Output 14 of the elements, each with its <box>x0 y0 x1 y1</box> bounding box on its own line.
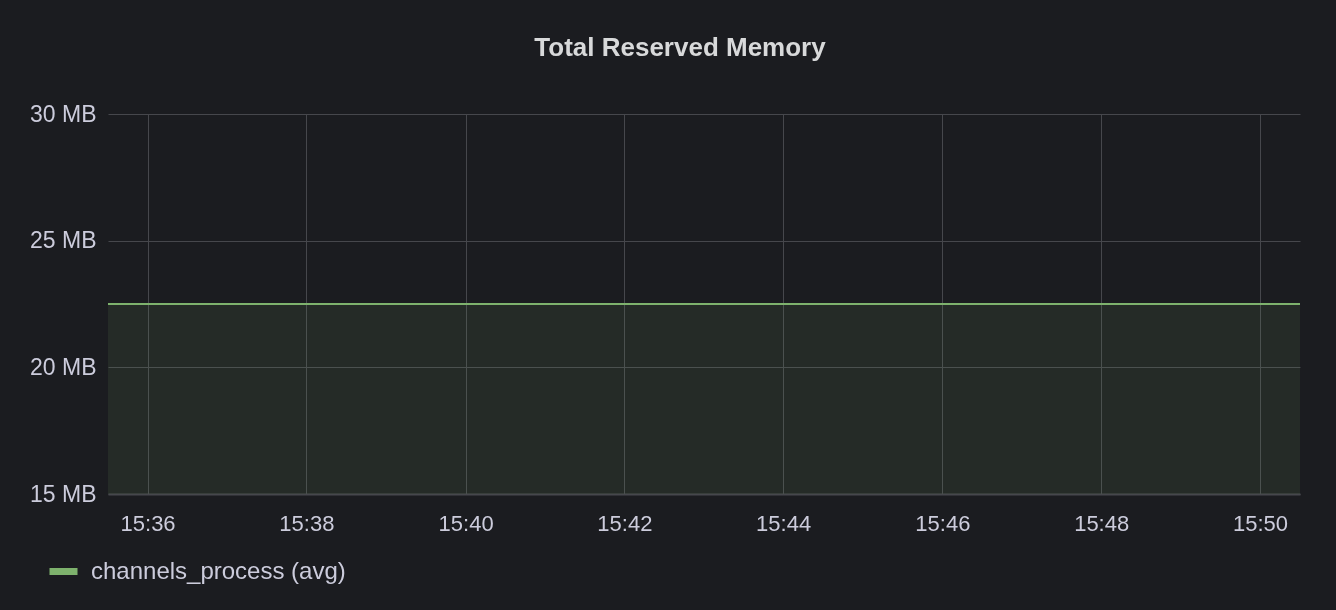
x-tick-label: 15:46 <box>915 510 971 536</box>
y-tick-label: 30 MB <box>30 100 97 127</box>
x-tick-label: 15:50 <box>1232 510 1288 536</box>
y-tick-label: 25 MB <box>30 227 97 254</box>
y-tick-label: 15 MB <box>30 480 97 507</box>
x-tick-label: 15:40 <box>438 510 494 536</box>
legend-label: channels_process (avg) <box>91 556 346 584</box>
chart-title: Total Reserved Memory <box>534 32 827 62</box>
x-tick-label: 15:48 <box>1074 510 1130 536</box>
x-tick-label: 15:42 <box>597 510 653 536</box>
x-tick-label: 15:38 <box>279 510 335 536</box>
x-tick-label: 15:36 <box>120 510 176 536</box>
x-tick-label: 15:44 <box>756 510 812 536</box>
y-tick-label: 20 MB <box>30 353 97 380</box>
